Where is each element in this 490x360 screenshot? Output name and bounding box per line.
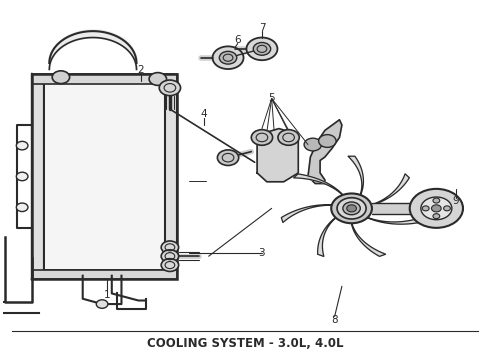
Text: 8: 8 <box>331 315 338 325</box>
Polygon shape <box>308 120 342 184</box>
Text: 7: 7 <box>259 23 265 33</box>
Circle shape <box>246 37 277 60</box>
Circle shape <box>218 150 239 166</box>
Circle shape <box>347 205 356 212</box>
Polygon shape <box>351 223 386 256</box>
Circle shape <box>422 206 429 211</box>
Polygon shape <box>371 174 409 205</box>
Circle shape <box>337 198 366 219</box>
Polygon shape <box>165 81 177 272</box>
Circle shape <box>213 46 244 69</box>
Text: 6: 6 <box>234 35 241 45</box>
Circle shape <box>52 71 70 84</box>
Circle shape <box>304 138 321 151</box>
Polygon shape <box>294 174 343 195</box>
Polygon shape <box>281 205 332 222</box>
Circle shape <box>96 300 108 308</box>
Circle shape <box>343 202 360 215</box>
Circle shape <box>331 193 372 223</box>
Circle shape <box>161 250 179 262</box>
Bar <box>32 270 177 279</box>
Circle shape <box>16 172 28 181</box>
Polygon shape <box>368 217 422 224</box>
Bar <box>44 82 165 270</box>
Circle shape <box>443 206 450 211</box>
Text: 5: 5 <box>269 94 275 103</box>
Polygon shape <box>318 217 336 256</box>
Polygon shape <box>348 156 364 195</box>
Bar <box>372 203 410 214</box>
Text: 2: 2 <box>138 65 144 75</box>
Circle shape <box>16 203 28 212</box>
Bar <box>32 74 177 84</box>
Circle shape <box>433 198 440 203</box>
Circle shape <box>410 189 463 228</box>
Circle shape <box>433 214 440 219</box>
Circle shape <box>161 259 179 271</box>
Circle shape <box>253 42 270 55</box>
Circle shape <box>149 73 167 85</box>
Circle shape <box>159 80 181 96</box>
Circle shape <box>16 141 28 150</box>
Bar <box>32 74 177 279</box>
Text: 3: 3 <box>259 248 265 258</box>
Circle shape <box>251 130 272 145</box>
Text: 4: 4 <box>200 109 207 120</box>
Circle shape <box>421 197 452 220</box>
Circle shape <box>278 130 299 145</box>
Polygon shape <box>32 74 44 279</box>
Text: COOLING SYSTEM - 3.0L, 4.0L: COOLING SYSTEM - 3.0L, 4.0L <box>147 337 343 350</box>
Circle shape <box>220 51 237 64</box>
Circle shape <box>161 241 179 254</box>
Polygon shape <box>257 129 298 182</box>
Text: 9: 9 <box>452 196 459 206</box>
Text: 1: 1 <box>103 290 110 300</box>
Circle shape <box>318 135 336 147</box>
Circle shape <box>432 205 441 212</box>
